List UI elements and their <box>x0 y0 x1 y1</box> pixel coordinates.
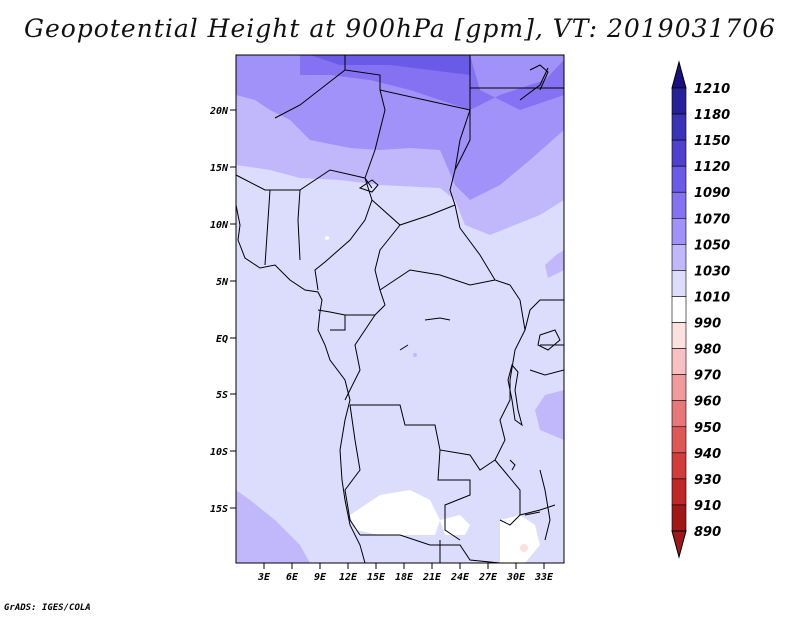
lat-label: EQ <box>216 334 228 345</box>
colorbar-label: 950 <box>694 421 721 436</box>
lon-label: 27E <box>478 572 498 583</box>
colorbar: 1210 1180 1150 1120 1090 1070 1050 1030 1010 990 9… <box>671 60 730 559</box>
colorbar-swatch <box>671 87 687 115</box>
lon-label: 15E <box>367 572 386 583</box>
lon-label: 9E <box>314 572 327 583</box>
colorbar-label: 1050 <box>694 238 730 253</box>
colorbar-label: 910 <box>694 499 721 514</box>
lon-label: 24E <box>450 572 470 583</box>
lon-label: 33E <box>534 572 554 583</box>
colorbar-swatch <box>671 322 687 349</box>
height-field <box>236 55 564 563</box>
lon-label: 21E <box>422 572 442 583</box>
lon-label: 18E <box>395 572 414 583</box>
lon-label: 3E <box>257 572 271 583</box>
colorbar-swatch <box>671 348 687 375</box>
lat-label: 15S <box>210 504 228 515</box>
country-borders <box>236 55 564 563</box>
colorbar-label: 990 <box>694 317 721 332</box>
coastline <box>236 64 561 563</box>
colorbar-label: 1120 <box>694 160 730 175</box>
colorbar-swatch <box>671 217 687 245</box>
colorbar-swatch <box>671 426 687 454</box>
lon-label: 30E <box>506 572 526 583</box>
colorbar-swatch <box>671 504 687 532</box>
lat-label: 20N <box>209 106 229 117</box>
lat-label: 5N <box>216 277 229 288</box>
colorbar-label: 890 <box>694 525 721 540</box>
lat-label: 5S <box>216 390 228 401</box>
colorbar-swatch <box>671 478 687 506</box>
colorbar-label: 1030 <box>694 264 730 279</box>
colorbar-swatch <box>671 296 687 323</box>
colorbar-label: 940 <box>694 447 721 462</box>
lat-label: 10S <box>210 447 228 458</box>
colorbar-swatch <box>671 452 687 480</box>
colorbar-label: 1090 <box>694 186 730 201</box>
colorbar-label: 960 <box>694 395 721 410</box>
lat-label: 15N <box>210 163 229 174</box>
map-frame <box>235 54 565 564</box>
colorbar-swatch <box>671 400 687 428</box>
colorbar-top-arrow <box>671 60 687 89</box>
lat-label: 10N <box>210 220 229 231</box>
colorbar-swatch <box>671 191 687 219</box>
lon-label: 6E <box>286 572 299 583</box>
colorbar-swatch <box>671 139 687 167</box>
grads-credit: GrADS: IGES/COLA <box>4 603 91 613</box>
colorbar-label: 1180 <box>694 108 730 123</box>
map-title: Geopotential Height at 900hPa [gpm], VT:… <box>23 14 777 43</box>
colorbar-label: 980 <box>694 343 721 358</box>
colorbar-label: 1070 <box>694 212 730 227</box>
colorbar-label: 1010 <box>694 290 730 305</box>
lon-axis: 3E 6E 9E 12E 15E 18E 21E 24E 27E 30E 33E <box>257 563 554 583</box>
colorbar-swatch <box>671 374 687 402</box>
lat-axis: 20N 15N 10N 5N EQ 5S 10S 15S <box>209 106 236 515</box>
colorbar-label: 930 <box>694 473 721 488</box>
colorbar-bottom-arrow <box>671 530 687 559</box>
colorbar-swatch <box>671 244 687 271</box>
colorbar-swatch <box>671 165 687 193</box>
colorbar-label: 1150 <box>694 134 730 149</box>
lon-label: 12E <box>339 572 358 583</box>
colorbar-swatch <box>671 270 687 297</box>
colorbar-label: 970 <box>694 369 721 384</box>
colorbar-swatch <box>671 113 687 141</box>
colorbar-label: 1210 <box>694 82 730 97</box>
